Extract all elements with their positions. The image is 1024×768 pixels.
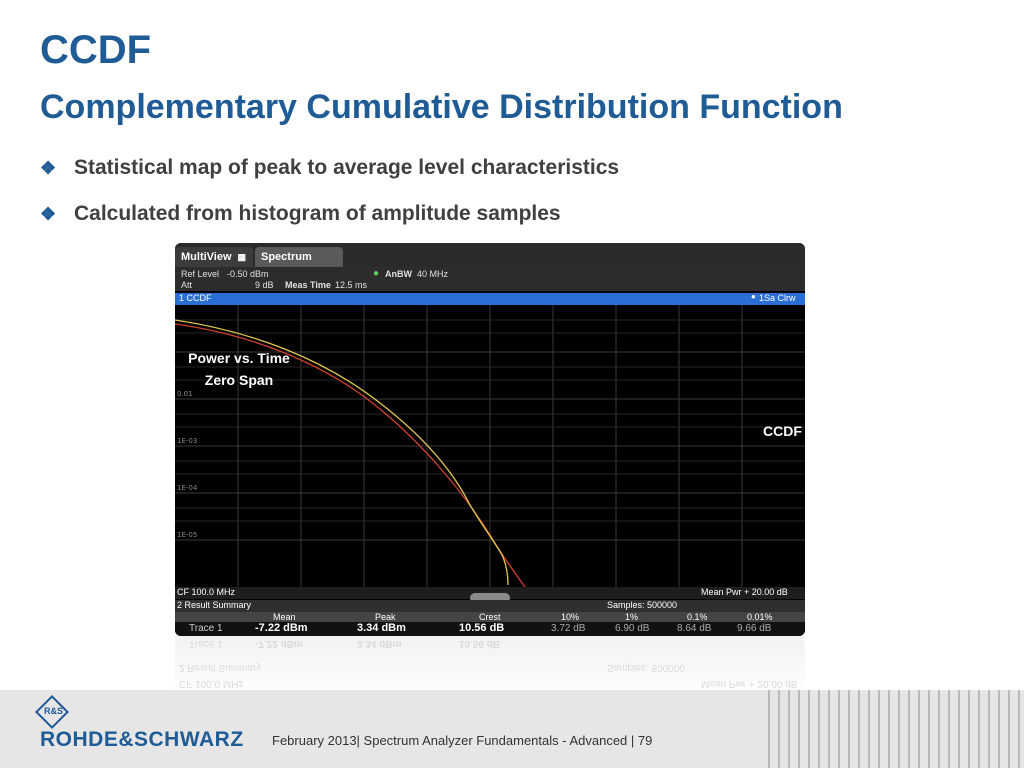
reflection-text: CF 100.0 MHz bbox=[179, 678, 244, 689]
diamond-cluster-icon: ❖ bbox=[40, 157, 57, 178]
overlay-line: Zero Span bbox=[204, 372, 274, 388]
mean-power: Mean Pwr + 20.00 dB bbox=[701, 587, 788, 597]
measurement-info: Ref Level -0.50 dBm Att 9 dB Meas Time 1… bbox=[175, 267, 805, 291]
y-label: 1E-03 bbox=[177, 437, 197, 445]
result-summary-title: 2 Result Summary bbox=[177, 600, 252, 610]
att-label: Att bbox=[181, 280, 193, 290]
overlay-label-right: CCDF bbox=[763, 423, 802, 439]
ref-level-value: -0.50 dBm bbox=[227, 269, 269, 279]
logo-mark-letters: R&S bbox=[44, 706, 64, 716]
samples-count: Samples: 500000 bbox=[607, 600, 678, 610]
header-cell: 0.01% bbox=[747, 612, 773, 622]
reflection-text: 10.56 dB bbox=[459, 638, 501, 649]
bullet-text: Calculated from histogram of amplitude s… bbox=[74, 202, 561, 225]
grid-icon: ▦ bbox=[237, 251, 247, 262]
ccdf-plot: 0.01 1E-03 1E-04 1E-05 bbox=[175, 305, 805, 588]
reflection-text: Mean Pwr + 20.00 dB bbox=[701, 678, 798, 689]
slide-subtitle: Complementary Cumulative Distribution Fu… bbox=[40, 88, 843, 126]
value-001pct: 9.66 dB bbox=[737, 623, 772, 634]
header-cell: 1% bbox=[625, 612, 639, 622]
reflection-text: -7.22 dBm bbox=[255, 638, 303, 649]
reflection-text: 2 Result Summary bbox=[179, 662, 262, 673]
header-cell: Peak bbox=[375, 612, 396, 622]
reflection-fade bbox=[175, 636, 805, 696]
bullet-item: ❖ Calculated from histogram of amplitude… bbox=[40, 202, 561, 226]
reflection-text: Trace 1 bbox=[189, 638, 223, 649]
overlay-line: Power vs. Time bbox=[188, 350, 290, 366]
plot-grid bbox=[175, 305, 805, 587]
header-cell: 10% bbox=[561, 612, 580, 622]
splitter-handle[interactable] bbox=[470, 593, 510, 603]
value-1pct: 6.90 dB bbox=[615, 623, 650, 634]
status-dot-icon: ● bbox=[373, 268, 380, 279]
screenshot-reflection: Trace 1 -7.22 dBm 3.34 dBm 10.56 dB 2 Re… bbox=[175, 636, 805, 696]
bullet-item: ❖ Statistical map of peak to average lev… bbox=[40, 156, 619, 180]
value-crest: 10.56 dB bbox=[459, 622, 505, 634]
y-label: 1E-05 bbox=[177, 531, 197, 539]
ccdf-plot-svg: 0.01 1E-03 1E-04 1E-05 bbox=[175, 305, 805, 588]
measured-curve bbox=[175, 319, 509, 586]
brand-name: ROHDE&SCHWARZ bbox=[40, 728, 244, 751]
analyzer-screenshot: MultiView ▦ Spectrum Ref Level -0.50 dBm… bbox=[175, 243, 805, 636]
trace-header: 1 CCDF ● 1Sa Clrw bbox=[175, 292, 805, 305]
trace-mode: 1Sa Clrw bbox=[759, 293, 796, 303]
bullet-text: Statistical map of peak to average level… bbox=[74, 156, 620, 179]
meas-time-value: 12.5 ms bbox=[335, 280, 368, 290]
trace-dot-icon: ● bbox=[751, 292, 756, 301]
y-label: 1E-04 bbox=[177, 484, 198, 492]
diamond-cluster-icon: ❖ bbox=[40, 203, 57, 224]
tab-spectrum[interactable]: Spectrum bbox=[255, 247, 343, 267]
anbw-value: 40 MHz bbox=[417, 269, 449, 279]
meas-time-label: Meas Time bbox=[285, 280, 331, 290]
tab-label: Spectrum bbox=[261, 251, 312, 263]
tab-label: MultiView bbox=[181, 251, 232, 263]
footer-stripes bbox=[760, 690, 1024, 768]
value-01pct: 8.64 dB bbox=[677, 623, 712, 634]
center-frequency: CF 100.0 MHz bbox=[177, 587, 236, 597]
result-summary-title-bar: 2 Result Summary Samples: 500000 bbox=[175, 600, 805, 612]
ref-level-label: Ref Level bbox=[181, 269, 220, 279]
overlay-label-left: Power vs. Time Zero Span bbox=[175, 347, 303, 391]
result-header-row: Mean Peak Crest 10% 1% 0.1% 0.01% bbox=[175, 612, 805, 622]
trace-label: 1 CCDF bbox=[179, 293, 212, 303]
header-cell: Mean bbox=[273, 612, 296, 622]
tab-bar: MultiView ▦ Spectrum bbox=[175, 243, 805, 267]
header-cell: 0.1% bbox=[687, 612, 708, 622]
row-label: Trace 1 bbox=[189, 623, 223, 634]
tab-multiview[interactable]: MultiView ▦ bbox=[175, 247, 253, 267]
att-value: 9 dB bbox=[255, 280, 274, 290]
reflection-text: 3.34 dBm bbox=[357, 638, 402, 649]
value-10pct: 3.72 dB bbox=[551, 623, 586, 634]
footer-text: February 2013| Spectrum Analyzer Fundame… bbox=[272, 733, 653, 748]
slide-title: CCDF bbox=[40, 28, 152, 72]
header-cell: Crest bbox=[479, 612, 501, 622]
value-mean: -7.22 dBm bbox=[255, 622, 308, 634]
result-row: Trace 1 -7.22 dBm 3.34 dBm 10.56 dB 3.72… bbox=[175, 622, 805, 636]
anbw-label: AnBW bbox=[385, 269, 412, 279]
value-peak: 3.34 dBm bbox=[357, 622, 406, 634]
y-label: 0.01 bbox=[177, 390, 193, 398]
reflection-text: Samples: 500000 bbox=[607, 662, 685, 673]
